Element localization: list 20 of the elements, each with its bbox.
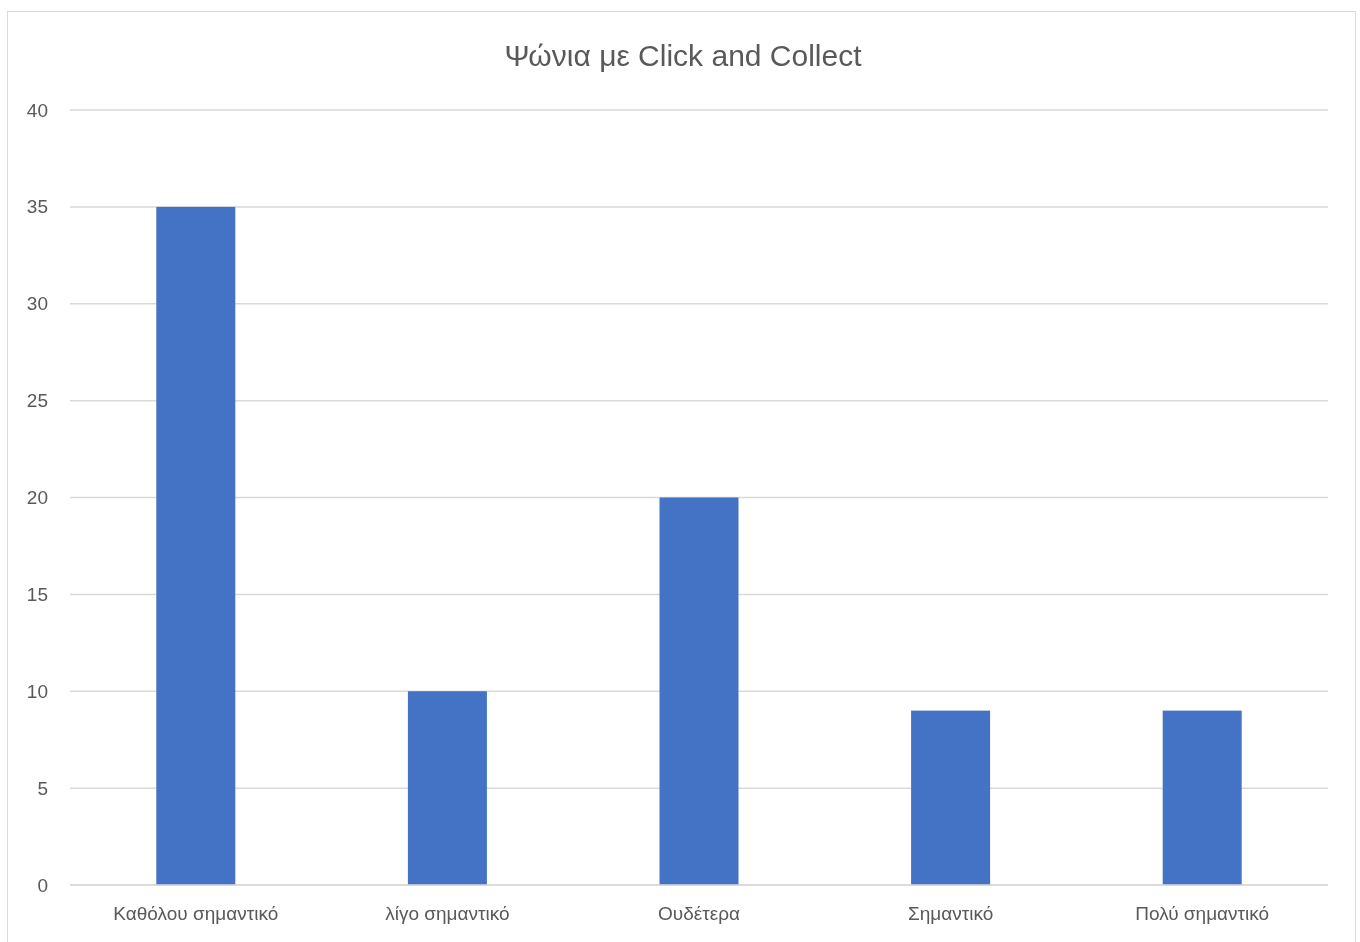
bar [911, 710, 991, 885]
bar [659, 497, 739, 885]
chart-title: Ψώνια με Click and Collect [504, 39, 863, 72]
y-tick-label: 30 [26, 293, 48, 315]
x-tick-label: Πολύ σημαντικό [1135, 903, 1270, 925]
bar [1162, 710, 1242, 885]
y-tick-label: 40 [26, 99, 48, 121]
x-tick-label: Σημαντικό [907, 903, 994, 925]
y-tick-label: 0 [37, 874, 48, 896]
y-tick-label: 5 [37, 777, 48, 799]
y-tick-label: 20 [26, 487, 48, 509]
x-tick-label: Καθόλου σημαντικό [113, 903, 279, 925]
y-tick-label: 15 [26, 583, 48, 605]
y-tick-label: 25 [26, 390, 48, 412]
bar [407, 691, 487, 885]
y-tick-label: 10 [26, 680, 48, 702]
bar [156, 206, 236, 885]
x-tick-label: Ουδέτερα [658, 903, 741, 925]
y-tick-label: 35 [26, 196, 48, 218]
x-tick-label: λίγο σημαντικό [385, 903, 510, 925]
